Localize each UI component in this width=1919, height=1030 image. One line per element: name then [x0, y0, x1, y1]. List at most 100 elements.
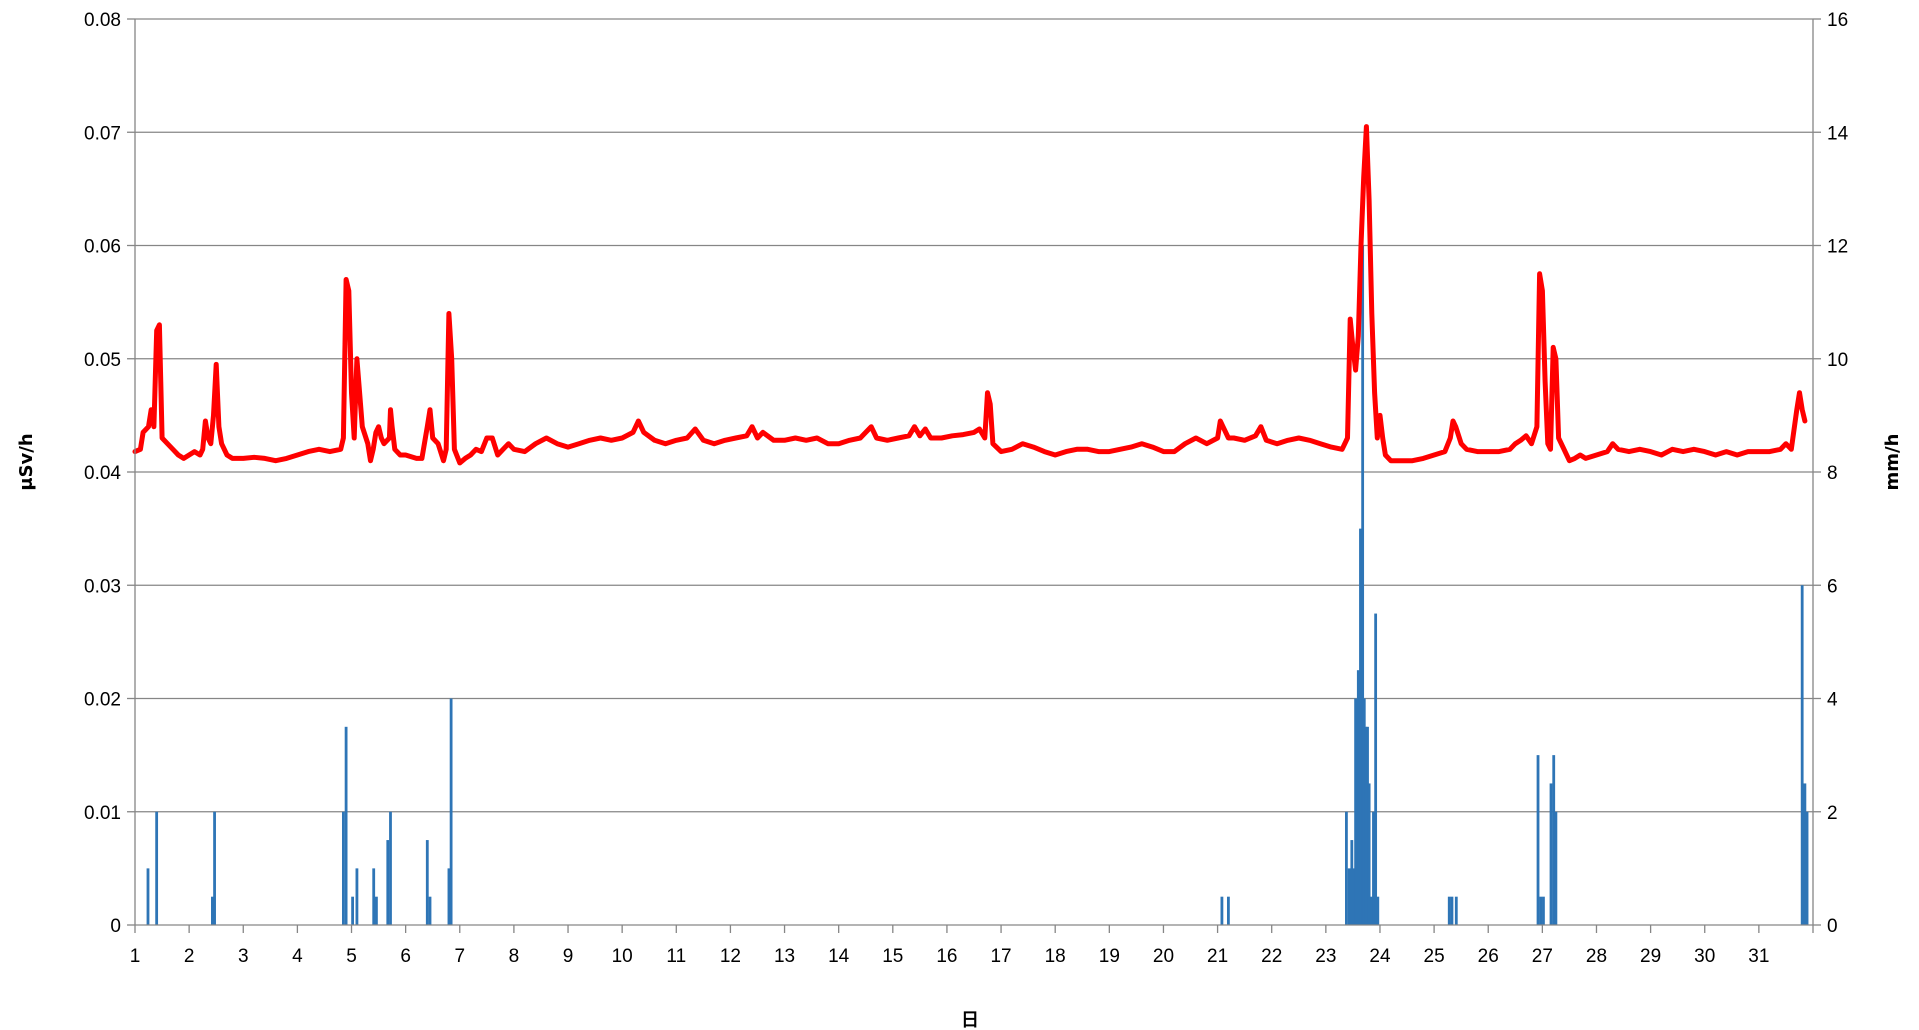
rainfall-bar: [1366, 726, 1369, 925]
rainfall-bar: [1356, 670, 1360, 925]
rainfall-bar: [355, 868, 359, 925]
rainfall-bar: [1367, 783, 1371, 925]
x-tick-label: 31: [1748, 946, 1769, 967]
rainfall-bar: [1227, 896, 1230, 925]
rainfall-bar: [1549, 783, 1553, 925]
rainfall-bar: [1372, 811, 1375, 925]
rainfall-bar: [1374, 613, 1378, 925]
rainfall-bar: [213, 811, 216, 925]
rainfall-bar: [1361, 245, 1365, 925]
rainfall-bar: [1347, 868, 1351, 925]
rainfall-bar: [425, 840, 429, 925]
rainfall-bar: [1454, 896, 1458, 925]
x-tick-label: 23: [1315, 946, 1336, 967]
y-left-tick-label: 0.02: [84, 690, 121, 711]
rainfall-bar: [375, 896, 378, 925]
y-left-tick-label: 0.08: [84, 10, 121, 31]
x-tick-label: 27: [1532, 946, 1553, 967]
x-tick-label: 14: [828, 946, 850, 967]
rainfall-bar: [1364, 726, 1368, 925]
x-tick-label: 18: [1045, 946, 1066, 967]
y-right-tick-label: 4: [1827, 690, 1838, 711]
rainfall-bar: [1447, 896, 1451, 925]
rainfall-bar: [1450, 896, 1454, 925]
rainfall-bar: [1376, 896, 1380, 925]
rainfall-bar: [146, 868, 150, 925]
x-tick-label: 29: [1640, 946, 1661, 967]
x-tick-label: 22: [1261, 946, 1282, 967]
rainfall-bar: [155, 811, 159, 925]
rainfall-bar: [1554, 811, 1558, 925]
gridlines: [135, 18, 1813, 813]
y-left-tick-label: 0.04: [84, 463, 121, 484]
y-left-tick-label: 0.06: [84, 237, 121, 258]
x-tick-label: 19: [1099, 946, 1120, 967]
y-right-tick-label: 8: [1827, 463, 1838, 484]
y-left-tick-label: 0.03: [84, 576, 121, 597]
rainfall-bar: [1220, 896, 1224, 925]
rainfall-bar: [1539, 896, 1543, 925]
x-tick-label: 16: [936, 946, 957, 967]
x-tick-label: 5: [346, 946, 357, 967]
dose-rate-series-line: [132, 124, 1808, 466]
x-tick-label: 21: [1207, 946, 1228, 967]
x-tick-label: 3: [238, 946, 249, 967]
x-tick-label: 26: [1478, 946, 1499, 967]
x-tick-label: 8: [509, 946, 520, 967]
y-left-tick-label: 0.07: [84, 123, 121, 144]
y-right-tick-label: 2: [1827, 803, 1838, 824]
rainfall-bar: [1359, 528, 1362, 925]
x-tick-label: 2: [184, 946, 195, 967]
rainfall-bar: [449, 698, 453, 925]
rainfall-bar: [1536, 755, 1540, 925]
axes: [127, 18, 1821, 933]
x-tick-label: 17: [990, 946, 1011, 967]
x-tick-label: 10: [612, 946, 633, 967]
rainfall-bar: [1805, 811, 1809, 925]
x-tick-label: 12: [720, 946, 741, 967]
rainfall-bar: [386, 840, 390, 925]
rainfall-bar: [351, 896, 354, 925]
x-tick-label: 7: [454, 946, 465, 967]
x-tick-label: 24: [1369, 946, 1391, 967]
rainfall-bars: [146, 245, 1809, 925]
y-left-tick-label: 0: [110, 916, 121, 937]
y-right-tick-label: 10: [1827, 350, 1848, 371]
rainfall-bar: [344, 726, 348, 925]
x-tick-label: 11: [666, 946, 686, 967]
rainfall-bar: [1350, 840, 1354, 925]
rainfall-bar: [389, 811, 392, 925]
y-axis-left-title: μSv/h: [16, 433, 37, 490]
y-right-tick-label: 14: [1827, 123, 1849, 144]
rainfall-bar: [428, 896, 432, 925]
x-tick-label: 25: [1424, 946, 1445, 967]
rainfall-bar: [372, 868, 376, 925]
x-tick-label: 9: [563, 946, 574, 967]
rainfall-bar: [211, 896, 214, 925]
x-tick-label: 13: [774, 946, 795, 967]
x-tick-label: 28: [1586, 946, 1607, 967]
rainfall-bar: [1552, 755, 1556, 925]
rainfall-bar: [1354, 698, 1358, 925]
x-tick-label: 6: [400, 946, 411, 967]
y-right-tick-label: 0: [1827, 916, 1838, 937]
dose-rate-line: [132, 124, 1808, 466]
x-tick-label: 15: [882, 946, 903, 967]
y-right-tick-label: 6: [1827, 576, 1838, 597]
rainfall-bar: [1362, 698, 1366, 925]
x-axis-title: 日: [961, 1010, 979, 1030]
y-right-tick-label: 16: [1827, 10, 1848, 31]
y-left-tick-label: 0.01: [84, 803, 121, 824]
rainfall-bar: [1803, 783, 1807, 925]
rainfall-bar: [1345, 811, 1348, 925]
x-tick-label: 30: [1694, 946, 1715, 967]
y-left-tick-label: 0.05: [84, 350, 121, 371]
rainfall-bar: [1352, 868, 1356, 925]
rainfall-bar: [1542, 896, 1545, 925]
y-axis-right-title: mm/h: [1882, 434, 1903, 491]
x-tick-label: 20: [1153, 946, 1174, 967]
rainfall-bar: [447, 868, 451, 925]
rainfall-bar: [341, 811, 345, 925]
